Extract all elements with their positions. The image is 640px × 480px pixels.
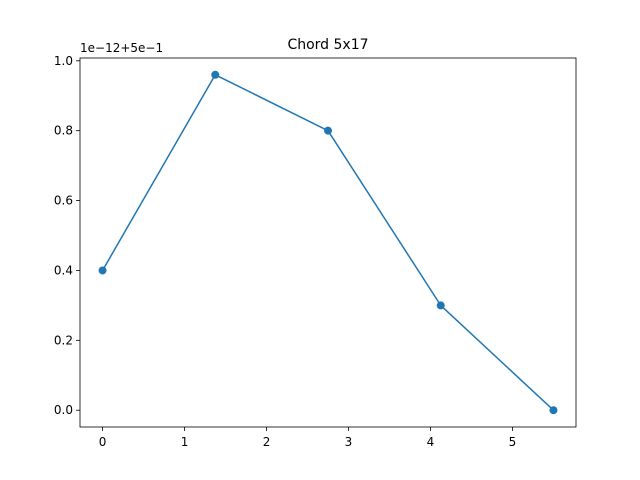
x-tick-label: 3 (345, 435, 353, 449)
data-point (436, 301, 445, 310)
data-point (324, 126, 332, 135)
chart-title: Chord 5x17 (287, 37, 368, 53)
data-point (98, 266, 107, 275)
y-axis-offset-text: 1e−12+5e−1 (80, 41, 163, 55)
data-point (211, 70, 220, 79)
x-tick-label: 5 (509, 435, 517, 449)
y-tick-label: 0.2 (54, 333, 73, 347)
plot-frame (79, 57, 577, 428)
y-tick-label: 0.4 (54, 263, 73, 277)
y-tick-label: 0.6 (54, 194, 73, 208)
data-point (549, 406, 558, 415)
x-tick-label: 4 (427, 435, 435, 449)
y-tick-label: 1.0 (54, 54, 73, 68)
x-tick-label: 2 (263, 435, 271, 449)
x-tick-label: 0 (99, 435, 107, 449)
y-tick-label: 0.0 (54, 403, 73, 417)
y-tick-label: 0.8 (54, 124, 73, 138)
x-tick-label: 1 (181, 435, 189, 449)
